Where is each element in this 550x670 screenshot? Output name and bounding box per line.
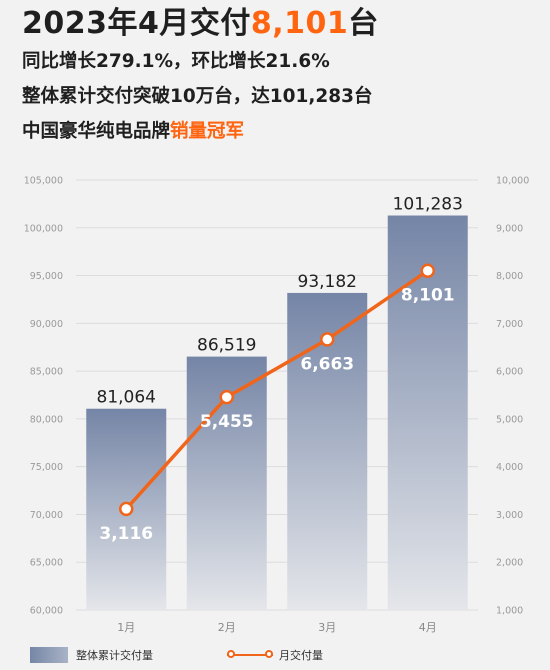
legend-line-label: 月交付量 <box>279 649 323 662</box>
line-value-label: 3,116 <box>99 524 153 544</box>
y-right-tick-label: 7,000 <box>496 319 523 330</box>
y-right-tick-label: 2,000 <box>496 558 523 569</box>
legend-bar-label: 整体累计交付量 <box>76 649 153 662</box>
legend-bar-swatch <box>30 647 68 663</box>
y-right-tick-label: 4,000 <box>496 462 523 473</box>
line-point-1 <box>119 501 134 517</box>
title: 2023年4月交付8,101台 <box>22 4 532 44</box>
bar-4 <box>387 215 468 610</box>
bar-value-label: 86,519 <box>197 336 256 356</box>
bar-value-label: 81,064 <box>97 388 156 408</box>
title-prefix: 2023年4月交付 <box>22 6 251 41</box>
champion-prefix: 中国豪华纯电品牌 <box>22 121 171 142</box>
legend: 整体累计交付量 月交付量 <box>30 644 323 666</box>
line-value-label: 6,663 <box>300 354 354 374</box>
y-right-tick-label: 1,000 <box>496 606 523 617</box>
title-suffix: 台 <box>348 6 379 41</box>
subtitle-growth: 同比增长279.1%，环比增长21.6% <box>22 51 330 72</box>
y-left-tick-label: 95,000 <box>30 271 63 282</box>
y-left-tick-label: 65,000 <box>30 558 63 569</box>
y-left-tick-label: 85,000 <box>30 367 63 378</box>
y-right-tick-label: 8,000 <box>496 271 523 282</box>
y-left-tick-label: 90,000 <box>30 319 63 330</box>
y-right-tick-label: 9,000 <box>496 223 523 234</box>
y-left-tick-label: 80,000 <box>30 414 63 425</box>
subtitle-cumulative: 整体累计交付突破10万台，达101,283台 <box>22 86 373 107</box>
y-right-tick-label: 3,000 <box>496 510 523 521</box>
subtitle-champion: 中国豪华纯电品牌销量冠军 <box>22 114 532 149</box>
y-right-tick-label: 6,000 <box>496 367 523 378</box>
champion-highlight: 销量冠军 <box>170 121 245 142</box>
y-left-tick-label: 60,000 <box>30 606 63 617</box>
title-number: 8,101 <box>250 6 349 41</box>
headline: 2023年4月交付8,101台 同比增长279.1%，环比增长21.6% 整体累… <box>22 4 532 149</box>
legend-line-swatch <box>227 648 273 662</box>
x-tick-label: 1月 <box>117 621 135 634</box>
line-point-2 <box>219 389 234 405</box>
bar-value-label: 93,182 <box>298 272 357 292</box>
y-left-tick-label: 70,000 <box>30 510 63 521</box>
y-left-tick-label: 75,000 <box>30 462 63 473</box>
y-left-tick-label: 100,000 <box>24 223 63 234</box>
x-tick-label: 2月 <box>218 621 236 634</box>
line-point-4 <box>420 263 435 278</box>
line-value-label: 5,455 <box>200 412 254 432</box>
line-value-label: 8,101 <box>401 286 455 306</box>
monthly-delivery-line <box>124 269 429 511</box>
line-point-3 <box>320 332 335 347</box>
y-left-tick-label: 105,000 <box>24 176 63 187</box>
y-right-tick-label: 10,000 <box>496 176 529 187</box>
y-right-tick-label: 5,000 <box>496 414 523 425</box>
x-tick-label: 4月 <box>419 621 437 634</box>
x-tick-label: 3月 <box>318 621 336 634</box>
bar-value-label: 101,283 <box>393 195 463 215</box>
